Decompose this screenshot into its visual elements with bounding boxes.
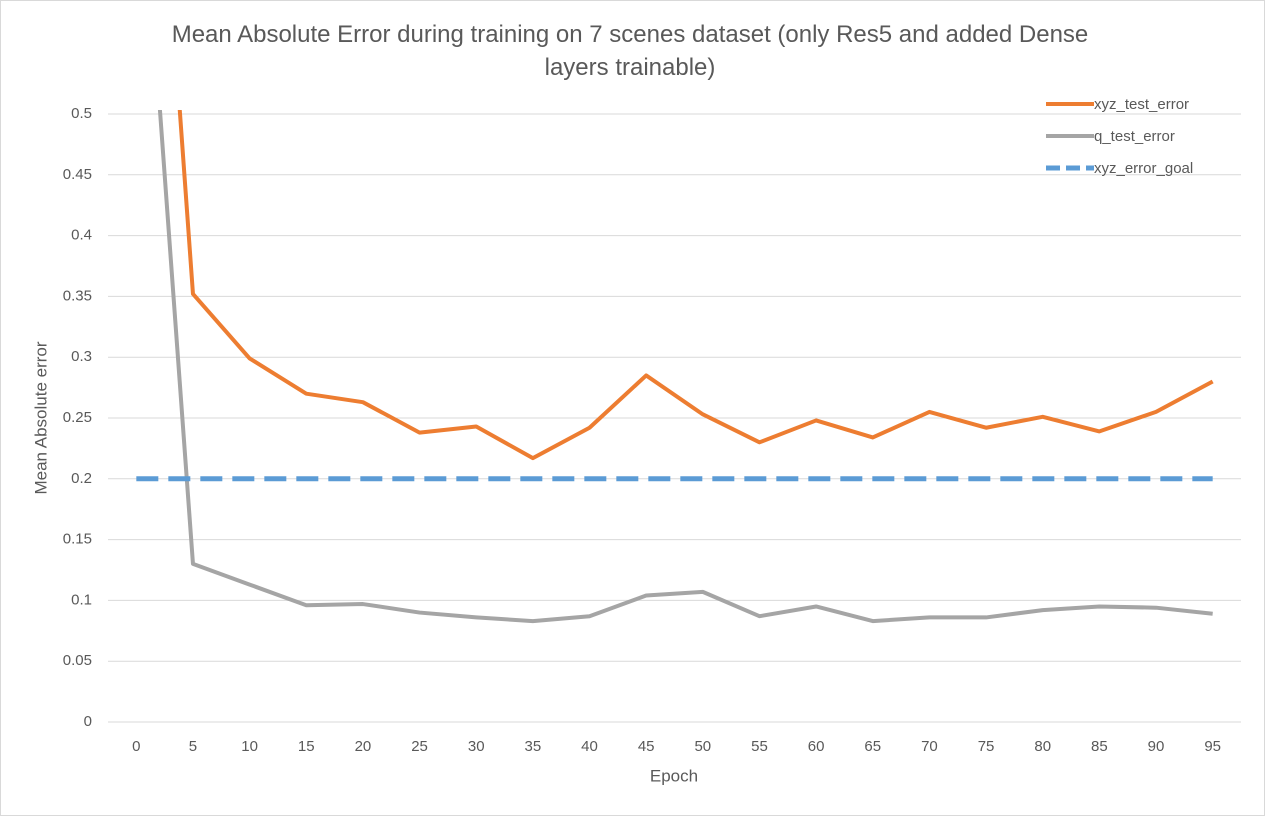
y-tick-label: 0.05	[63, 652, 92, 669]
x-tick-label: 90	[1148, 738, 1165, 755]
series-line	[157, 110, 1213, 624]
x-axis-label: Epoch	[650, 766, 698, 785]
legend-label: q_test_error	[1094, 128, 1175, 145]
x-tick-label: 85	[1091, 738, 1108, 755]
y-tick-label: 0.25	[63, 409, 92, 426]
y-tick-label: 0.45	[63, 166, 92, 183]
y-tick-label: 0.35	[63, 287, 92, 304]
y-axis-label: Mean Absolute error	[31, 341, 50, 494]
series-line	[177, 110, 1214, 461]
x-tick-label: 0	[132, 738, 140, 755]
x-tick-label: 95	[1204, 738, 1221, 755]
x-tick-label: 35	[525, 738, 542, 755]
x-tick-label: 20	[355, 738, 372, 755]
x-tick-label: 60	[808, 738, 825, 755]
y-tick-label: 0.1	[71, 591, 92, 608]
x-tick-label: 45	[638, 738, 655, 755]
x-tick-label: 30	[468, 738, 485, 755]
x-tick-label: 40	[581, 738, 598, 755]
x-tick-label: 80	[1034, 738, 1051, 755]
plot-lines	[136, 110, 1214, 624]
x-tick-label: 10	[241, 738, 258, 755]
x-tick-label: 55	[751, 738, 768, 755]
y-tick-label: 0.5	[71, 105, 92, 122]
legend-label: xyz_test_error	[1094, 96, 1189, 113]
x-tick-label: 65	[864, 738, 881, 755]
y-tick-label: 0.2	[71, 470, 92, 487]
title-box: Mean Absolute Error during training on 7…	[171, 21, 1089, 81]
y-tick-label: 0.4	[71, 227, 92, 244]
x-tick-label: 15	[298, 738, 315, 755]
chart-title: Mean Absolute Error during training on 7…	[171, 21, 1089, 81]
x-tick-label: 25	[411, 738, 428, 755]
x-tick-label: 5	[189, 738, 197, 755]
y-tick-label: 0.15	[63, 531, 92, 548]
x-tick-label: 70	[921, 738, 938, 755]
y-tick-label: 0	[84, 713, 92, 730]
x-tick-label: 75	[978, 738, 995, 755]
x-tick-label: 50	[694, 738, 711, 755]
y-tick-label: 0.3	[71, 348, 92, 365]
legend-label: xyz_error_goal	[1094, 160, 1193, 177]
